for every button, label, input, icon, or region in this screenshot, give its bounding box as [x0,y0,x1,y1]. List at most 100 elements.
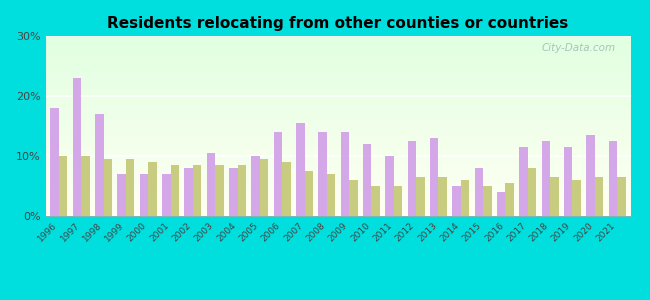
Bar [46,88,630,89]
Bar [46,131,630,132]
Bar [46,210,630,211]
Bar [497,192,506,216]
Bar [318,132,327,216]
Bar [46,202,630,203]
Bar [46,162,630,163]
Bar [46,150,630,151]
Bar [363,144,372,216]
Bar [46,57,630,58]
Bar [46,152,630,153]
Bar [46,215,630,216]
Bar [46,157,630,158]
Bar [46,121,630,122]
Bar [46,149,630,150]
Bar [46,168,630,169]
Bar [46,97,630,98]
Bar [46,128,630,129]
Bar [46,55,630,56]
Bar [46,47,630,48]
Bar [46,194,630,195]
Bar [207,153,215,216]
Bar [46,188,630,189]
Bar [46,64,630,65]
Bar [46,184,630,185]
Bar [46,141,630,142]
Bar [296,123,304,216]
Bar [46,142,630,143]
Bar [46,156,630,157]
Bar [46,129,630,130]
Bar [274,132,282,216]
Bar [282,162,291,216]
Bar [46,173,630,174]
Bar [46,161,630,162]
Bar [46,100,630,101]
Bar [46,62,630,63]
Bar [46,193,630,194]
Bar [193,165,202,216]
Bar [46,186,630,187]
Bar [46,98,630,99]
Bar [483,186,491,216]
Bar [430,138,439,216]
Bar [46,83,630,84]
Bar [46,42,630,43]
Bar [46,85,630,86]
Bar [46,159,630,160]
Bar [46,189,630,190]
Bar [46,171,630,172]
Bar [46,40,630,41]
Bar [46,77,630,78]
Bar [46,135,630,136]
Bar [46,206,630,207]
Bar [46,84,630,85]
Bar [46,111,630,112]
Bar [46,167,630,168]
Bar [46,119,630,120]
Bar [46,199,630,200]
Bar [46,74,630,75]
Bar [46,48,630,49]
Bar [46,105,630,106]
Bar [46,69,630,70]
Bar [148,162,157,216]
Bar [506,183,514,216]
Bar [46,112,630,113]
Bar [519,147,528,216]
Bar [46,182,630,183]
Bar [394,186,402,216]
Bar [118,174,126,216]
Bar [46,102,630,103]
Bar [46,208,630,209]
Bar [46,115,630,116]
Bar [617,177,625,216]
Bar [46,71,630,72]
Bar [140,174,148,216]
Bar [46,133,630,134]
Bar [46,176,630,177]
Bar [46,61,630,62]
Bar [95,114,103,216]
Bar [304,171,313,216]
Bar [46,108,630,109]
Bar [46,172,630,173]
Bar [46,75,630,76]
Bar [46,213,630,214]
Bar [46,203,630,204]
Bar [341,132,349,216]
Bar [452,186,461,216]
Bar [46,44,630,45]
Bar [46,126,630,127]
Bar [260,159,268,216]
Bar [46,166,630,167]
Bar [46,51,630,52]
Bar [46,109,630,110]
Bar [327,174,335,216]
Bar [46,146,630,147]
Bar [46,205,630,206]
Bar [46,140,630,141]
Bar [46,178,630,179]
Bar [46,117,630,118]
Bar [528,168,536,216]
Bar [46,38,630,39]
